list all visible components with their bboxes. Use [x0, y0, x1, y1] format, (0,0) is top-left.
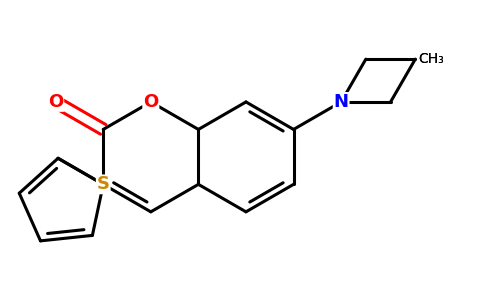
Text: O: O — [143, 93, 158, 111]
Text: CH₃: CH₃ — [418, 52, 444, 66]
Text: N: N — [333, 93, 348, 111]
Text: O: O — [48, 93, 63, 111]
Text: S: S — [97, 176, 110, 194]
Text: CH₃: CH₃ — [418, 52, 444, 66]
